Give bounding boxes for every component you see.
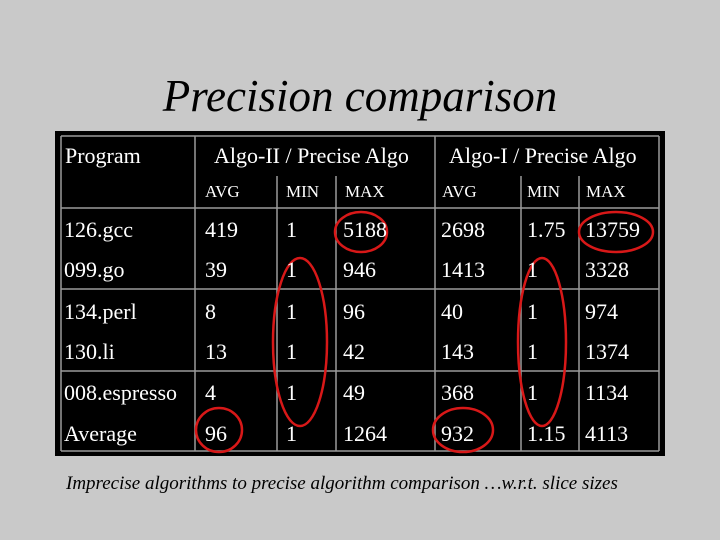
row-value: 1.75 <box>527 217 566 242</box>
header-algo1: Algo-I / Precise Algo <box>449 143 637 168</box>
row-value: 3328 <box>585 257 629 282</box>
row-value: 42 <box>343 339 365 364</box>
row-value: 96 <box>343 299 365 324</box>
row-value: 1.15 <box>527 421 566 446</box>
subheader-min: MIN <box>286 182 320 201</box>
row-value: 1 <box>527 380 538 405</box>
row-program: 008.espresso <box>64 380 178 405</box>
row-value: 1 <box>286 339 297 364</box>
row-value: 368 <box>441 380 474 405</box>
subheader-avg: AVG <box>442 182 477 201</box>
subheader-avg: AVG <box>205 182 240 201</box>
row-value: 974 <box>585 299 618 324</box>
row-value: 96 <box>205 421 227 446</box>
row-value: 1 <box>286 217 297 242</box>
annotation-circle-932 <box>431 406 495 454</box>
table-grid <box>60 135 660 454</box>
slide-caption: Imprecise algorithms to precise algorith… <box>66 473 618 494</box>
row-value: 40 <box>441 299 463 324</box>
row-value: 4 <box>205 380 216 405</box>
row-value: 2698 <box>441 217 485 242</box>
row-program: Average <box>64 421 137 446</box>
row-value: 1374 <box>585 339 629 364</box>
row-value: 1 <box>527 257 538 282</box>
row-value: 1 <box>286 380 297 405</box>
row-program: 130.li <box>64 339 115 364</box>
row-value: 1413 <box>441 257 485 282</box>
row-value: 419 <box>205 217 238 242</box>
row-value: 5188 <box>343 217 387 242</box>
row-value: 1 <box>286 299 297 324</box>
row-value: 143 <box>441 339 474 364</box>
row-value: 1264 <box>343 421 387 446</box>
row-value: 1134 <box>585 380 629 405</box>
annotation-oval-min-algo2 <box>271 256 329 428</box>
slide-title: Precision comparison <box>162 71 558 121</box>
row-value: 39 <box>205 257 227 282</box>
row-program: 126.gcc <box>64 217 134 242</box>
subheader-max: MAX <box>345 182 385 201</box>
row-value: 1 <box>286 257 297 282</box>
annotation-circle-13759 <box>577 210 655 254</box>
row-value: 1 <box>286 421 297 446</box>
row-value: 13 <box>205 339 227 364</box>
header-algo2: Algo-II / Precise Algo <box>214 143 409 168</box>
row-value: 946 <box>343 257 376 282</box>
annotation-circle-96 <box>194 406 244 454</box>
subheader-max: MAX <box>586 182 626 201</box>
annotation-circle-5188 <box>333 210 389 254</box>
row-value: 4113 <box>585 421 629 446</box>
row-value: 49 <box>343 380 365 405</box>
row-value: 1 <box>527 339 538 364</box>
row-program: 134.perl <box>64 299 137 324</box>
subheader-min: MIN <box>527 182 561 201</box>
row-program: 099.go <box>64 257 125 282</box>
row-value: 13759 <box>585 217 640 242</box>
precision-table: Program Algo-II / Precise Algo Algo-I / … <box>55 131 665 456</box>
row-value: 8 <box>205 299 216 324</box>
row-value: 932 <box>441 421 474 446</box>
row-value: 1 <box>527 299 538 324</box>
annotation-oval-min-algo1 <box>516 256 568 428</box>
header-program: Program <box>65 143 141 168</box>
